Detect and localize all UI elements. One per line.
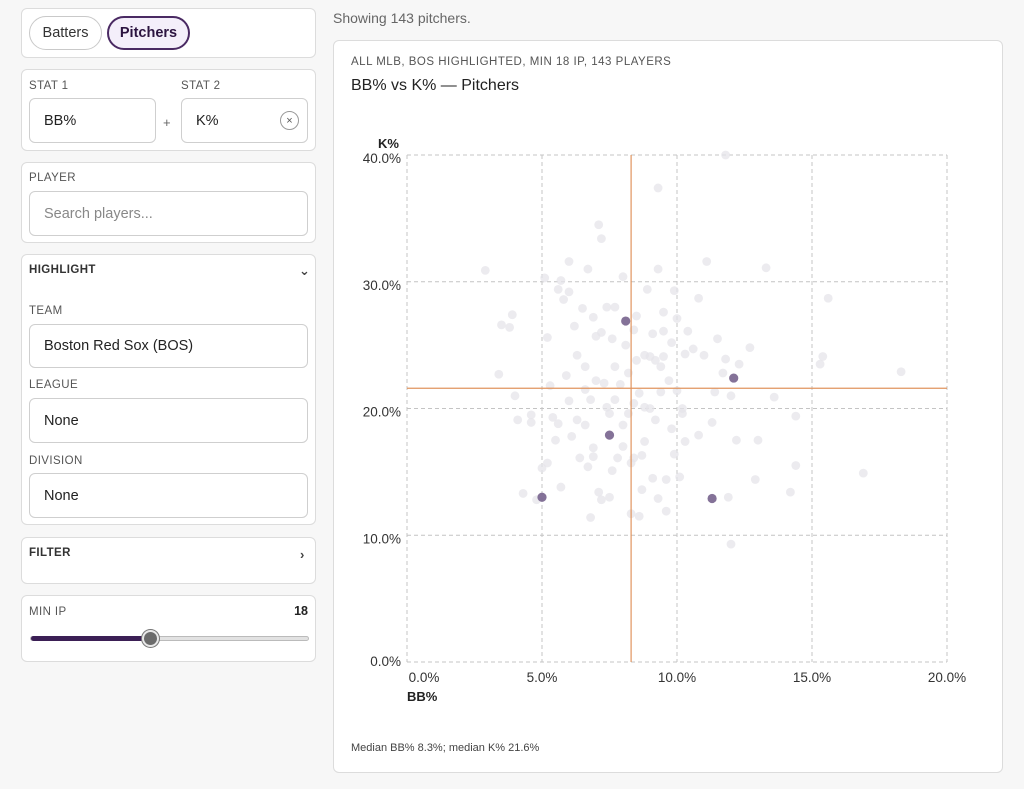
plus-sign: + [163,115,171,130]
min-ip-value: 18 [294,604,308,618]
min-ip-slider-fill [31,636,151,641]
chevron-down-icon[interactable]: ⌄ [299,263,310,278]
chart-card [333,40,1003,773]
close-icon[interactable]: × [280,111,299,130]
min-ip-slider[interactable] [30,630,309,647]
chart-footnote: Median BB% 8.3%; median K% 21.6% [351,742,540,754]
division-select[interactable]: None [29,473,308,518]
stat2-label: STAT 2 [181,80,221,92]
player-search-input[interactable] [29,191,308,236]
tab-batters[interactable]: Batters [29,16,102,50]
team-select[interactable]: Boston Red Sox (BOS) [29,324,308,368]
player-label: PLAYER [29,172,76,184]
highlight-title: HIGHLIGHT [29,264,96,276]
tab-pitchers[interactable]: Pitchers [107,16,190,50]
chart-subtitle: ALL MLB, BOS HIGHLIGHTED, MIN 18 IP, 143… [351,56,672,68]
min-ip-card [21,595,316,662]
division-label: DIVISION [29,455,83,467]
stat1-label: STAT 1 [29,80,69,92]
min-ip-slider-thumb[interactable] [142,630,160,647]
filter-card[interactable] [21,537,316,584]
league-label: LEAGUE [29,379,79,391]
league-select[interactable]: None [29,398,308,443]
showing-count: Showing 143 pitchers. [333,10,471,26]
stat1-select[interactable]: BB% [29,98,156,143]
team-label: TEAM [29,305,63,317]
chevron-right-icon[interactable]: › [300,547,305,562]
chart-title: BB% vs K% — Pitchers [351,77,520,94]
filter-title: FILTER [29,547,71,559]
min-ip-label: MIN IP [29,606,67,618]
